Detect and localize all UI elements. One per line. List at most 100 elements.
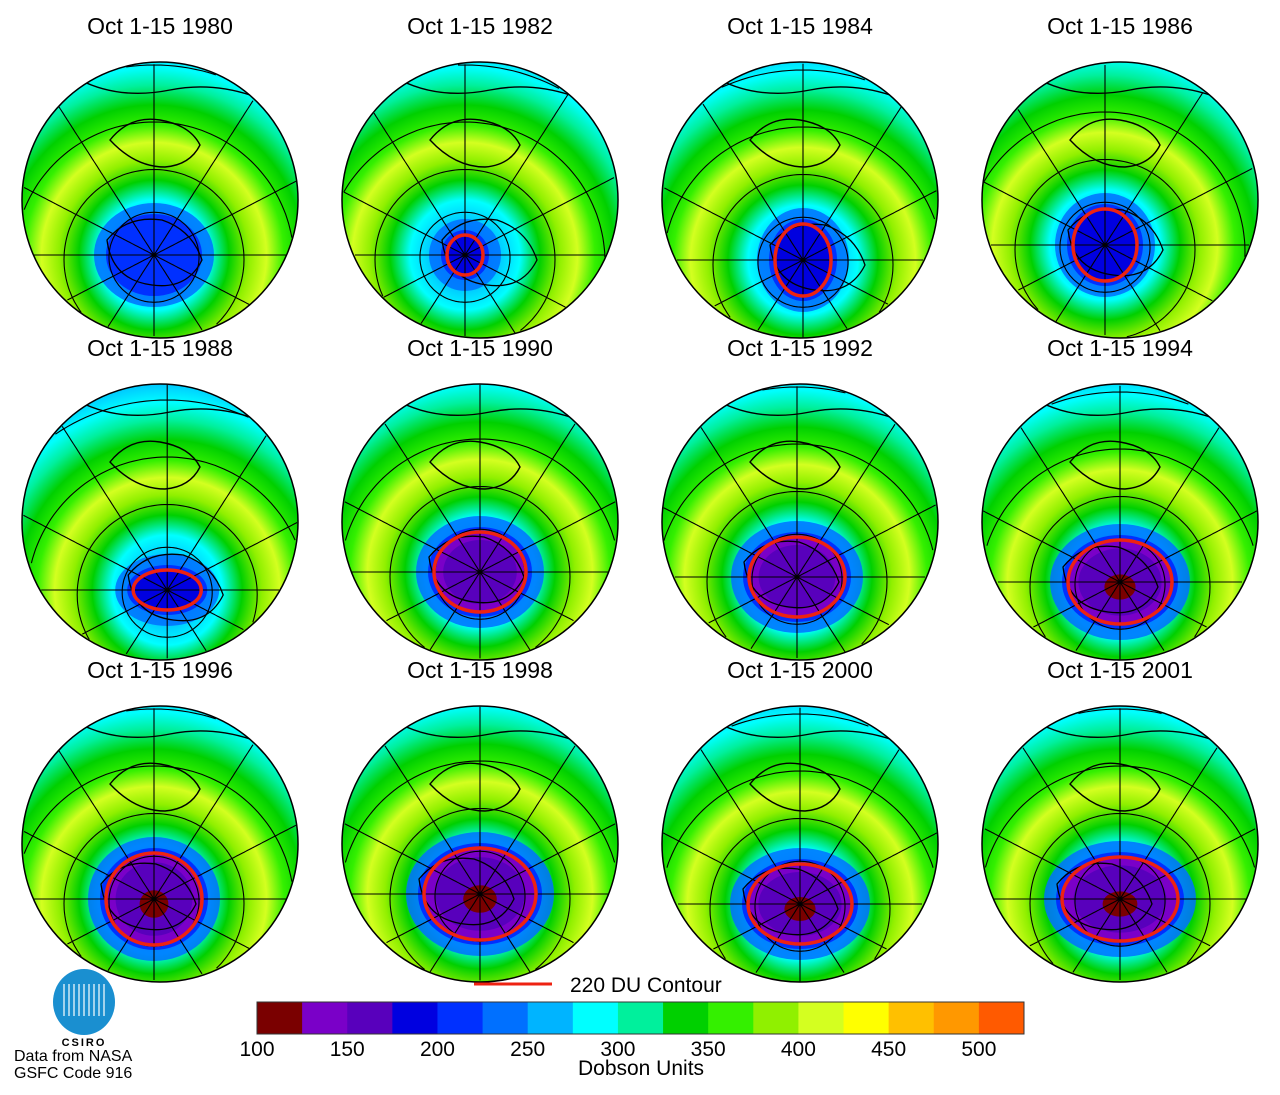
- latitude-line: [666, 126, 936, 234]
- australia-outline: [109, 762, 201, 812]
- australia-outline: [1069, 118, 1161, 168]
- colorbar-tick-label: 100: [239, 1038, 274, 1061]
- panel-title: Oct 1-15 1992: [727, 335, 873, 361]
- panel-title: Oct 1-15 1980: [87, 13, 233, 39]
- latitude-line: [23, 121, 293, 238]
- csiro-logo-text: CSIRO: [62, 1037, 107, 1049]
- longitude-line: [82, 589, 168, 635]
- latitude-line: [63, 168, 245, 325]
- ozone-field: [22, 384, 298, 660]
- longitude-line: [1072, 898, 1121, 973]
- longitude-line: [107, 898, 155, 971]
- globe-panel: Oct 1-15 1994: [981, 335, 1259, 661]
- credit-line-1: Data from NASA: [14, 1048, 133, 1065]
- longitude-line: [58, 106, 155, 256]
- longitude-line: [1104, 244, 1161, 332]
- australia-outline: [109, 118, 201, 168]
- longitude-line: [1104, 244, 1213, 302]
- globe-body: [662, 706, 938, 982]
- asia-coast-outline: [399, 401, 571, 418]
- longitude-line: [464, 94, 569, 256]
- panel-title: Oct 1-15 1988: [87, 335, 233, 361]
- globe-outline: [981, 705, 1259, 983]
- globe-body: [22, 62, 298, 338]
- longitude-line: [343, 191, 466, 256]
- longitude-line: [1119, 898, 1168, 973]
- asia-coast-outline: [399, 723, 571, 740]
- longitude-line: [479, 823, 616, 895]
- contour-220-du: [445, 233, 485, 277]
- longitude-line: [1104, 168, 1253, 246]
- globe-panel: Oct 1-15 1980: [21, 13, 299, 339]
- longitude-line: [662, 832, 801, 905]
- globe-panel: Oct 1-15 2001: [981, 657, 1259, 983]
- longitude-line: [700, 749, 801, 905]
- latitude-line: [712, 173, 894, 318]
- longitude-line: [802, 106, 902, 261]
- latitude-line: [762, 386, 846, 394]
- longitude-line: [153, 180, 297, 256]
- antarctica-outline: [127, 553, 224, 622]
- longitude-line: [1018, 244, 1106, 291]
- colorbar-tick-label: 200: [420, 1038, 455, 1061]
- colorbar-bin: [708, 1002, 754, 1034]
- longitude-line: [700, 427, 798, 578]
- colorbar-bin: [888, 1002, 935, 1034]
- longitude-line: [1119, 898, 1211, 947]
- contour-220-du: [1071, 207, 1139, 283]
- latitude-line: [706, 490, 888, 645]
- globe-panel: Oct 1-15 1998: [341, 657, 619, 983]
- longitude-line: [153, 100, 254, 256]
- longitude-line: [344, 823, 481, 895]
- colorbar-bin: [347, 1002, 393, 1034]
- latitude-line: [1029, 812, 1211, 965]
- panel-title: Oct 1-15 1994: [1047, 335, 1193, 361]
- colorbar-tick-label: 500: [961, 1038, 996, 1061]
- longitude-line: [166, 589, 244, 631]
- data-credit: Data from NASA GSFC Code 916: [14, 1048, 132, 1082]
- australia-outline: [109, 440, 201, 490]
- colorbar-bin: [617, 1002, 664, 1034]
- globe-outline: [981, 61, 1259, 339]
- australia-outline: [429, 440, 521, 490]
- globe-outline: [21, 61, 299, 339]
- ozone-field: [342, 62, 618, 338]
- ozone-field: [662, 62, 938, 338]
- latitude-line: [126, 708, 216, 720]
- latitude-line: [76, 503, 258, 640]
- latitude-line: [1074, 855, 1166, 947]
- colorbar-bin: [798, 1002, 845, 1034]
- longitude-line: [420, 254, 466, 324]
- globe-panel: Oct 1-15 1988: [21, 335, 299, 661]
- contour-220-du: [131, 568, 203, 612]
- globe-body: [22, 384, 298, 660]
- longitude-line: [799, 832, 938, 905]
- colorbar-tick-label: 400: [781, 1038, 816, 1061]
- longitude-line: [664, 187, 804, 261]
- longitude-line: [1119, 581, 1165, 651]
- longitude-line: [1017, 109, 1106, 246]
- longitude-line: [702, 103, 804, 261]
- longitude-line: [1029, 898, 1121, 947]
- antarctica-outline: [743, 540, 840, 609]
- latitude-line: [419, 211, 511, 303]
- latitude-line: [108, 211, 200, 303]
- contour-220-du: [747, 535, 847, 619]
- longitude-line: [799, 903, 845, 973]
- latitude-line: [709, 817, 891, 960]
- globe-body: [342, 384, 618, 660]
- asia-coast-outline: [719, 401, 891, 418]
- asia-coast-outline: [399, 79, 571, 96]
- contour-220-du: [432, 530, 528, 614]
- longitude-line: [802, 259, 889, 305]
- longitude-line: [67, 254, 155, 301]
- longitude-line: [107, 254, 155, 327]
- longitude-line: [61, 426, 168, 591]
- longitude-line: [153, 254, 203, 331]
- globe-outline: [341, 61, 619, 339]
- longitude-line: [796, 504, 936, 578]
- globe-panel: Oct 1-15 1990: [341, 335, 619, 661]
- latitude-line: [55, 399, 249, 435]
- globe-body: [982, 384, 1258, 660]
- longitude-line: [714, 259, 804, 307]
